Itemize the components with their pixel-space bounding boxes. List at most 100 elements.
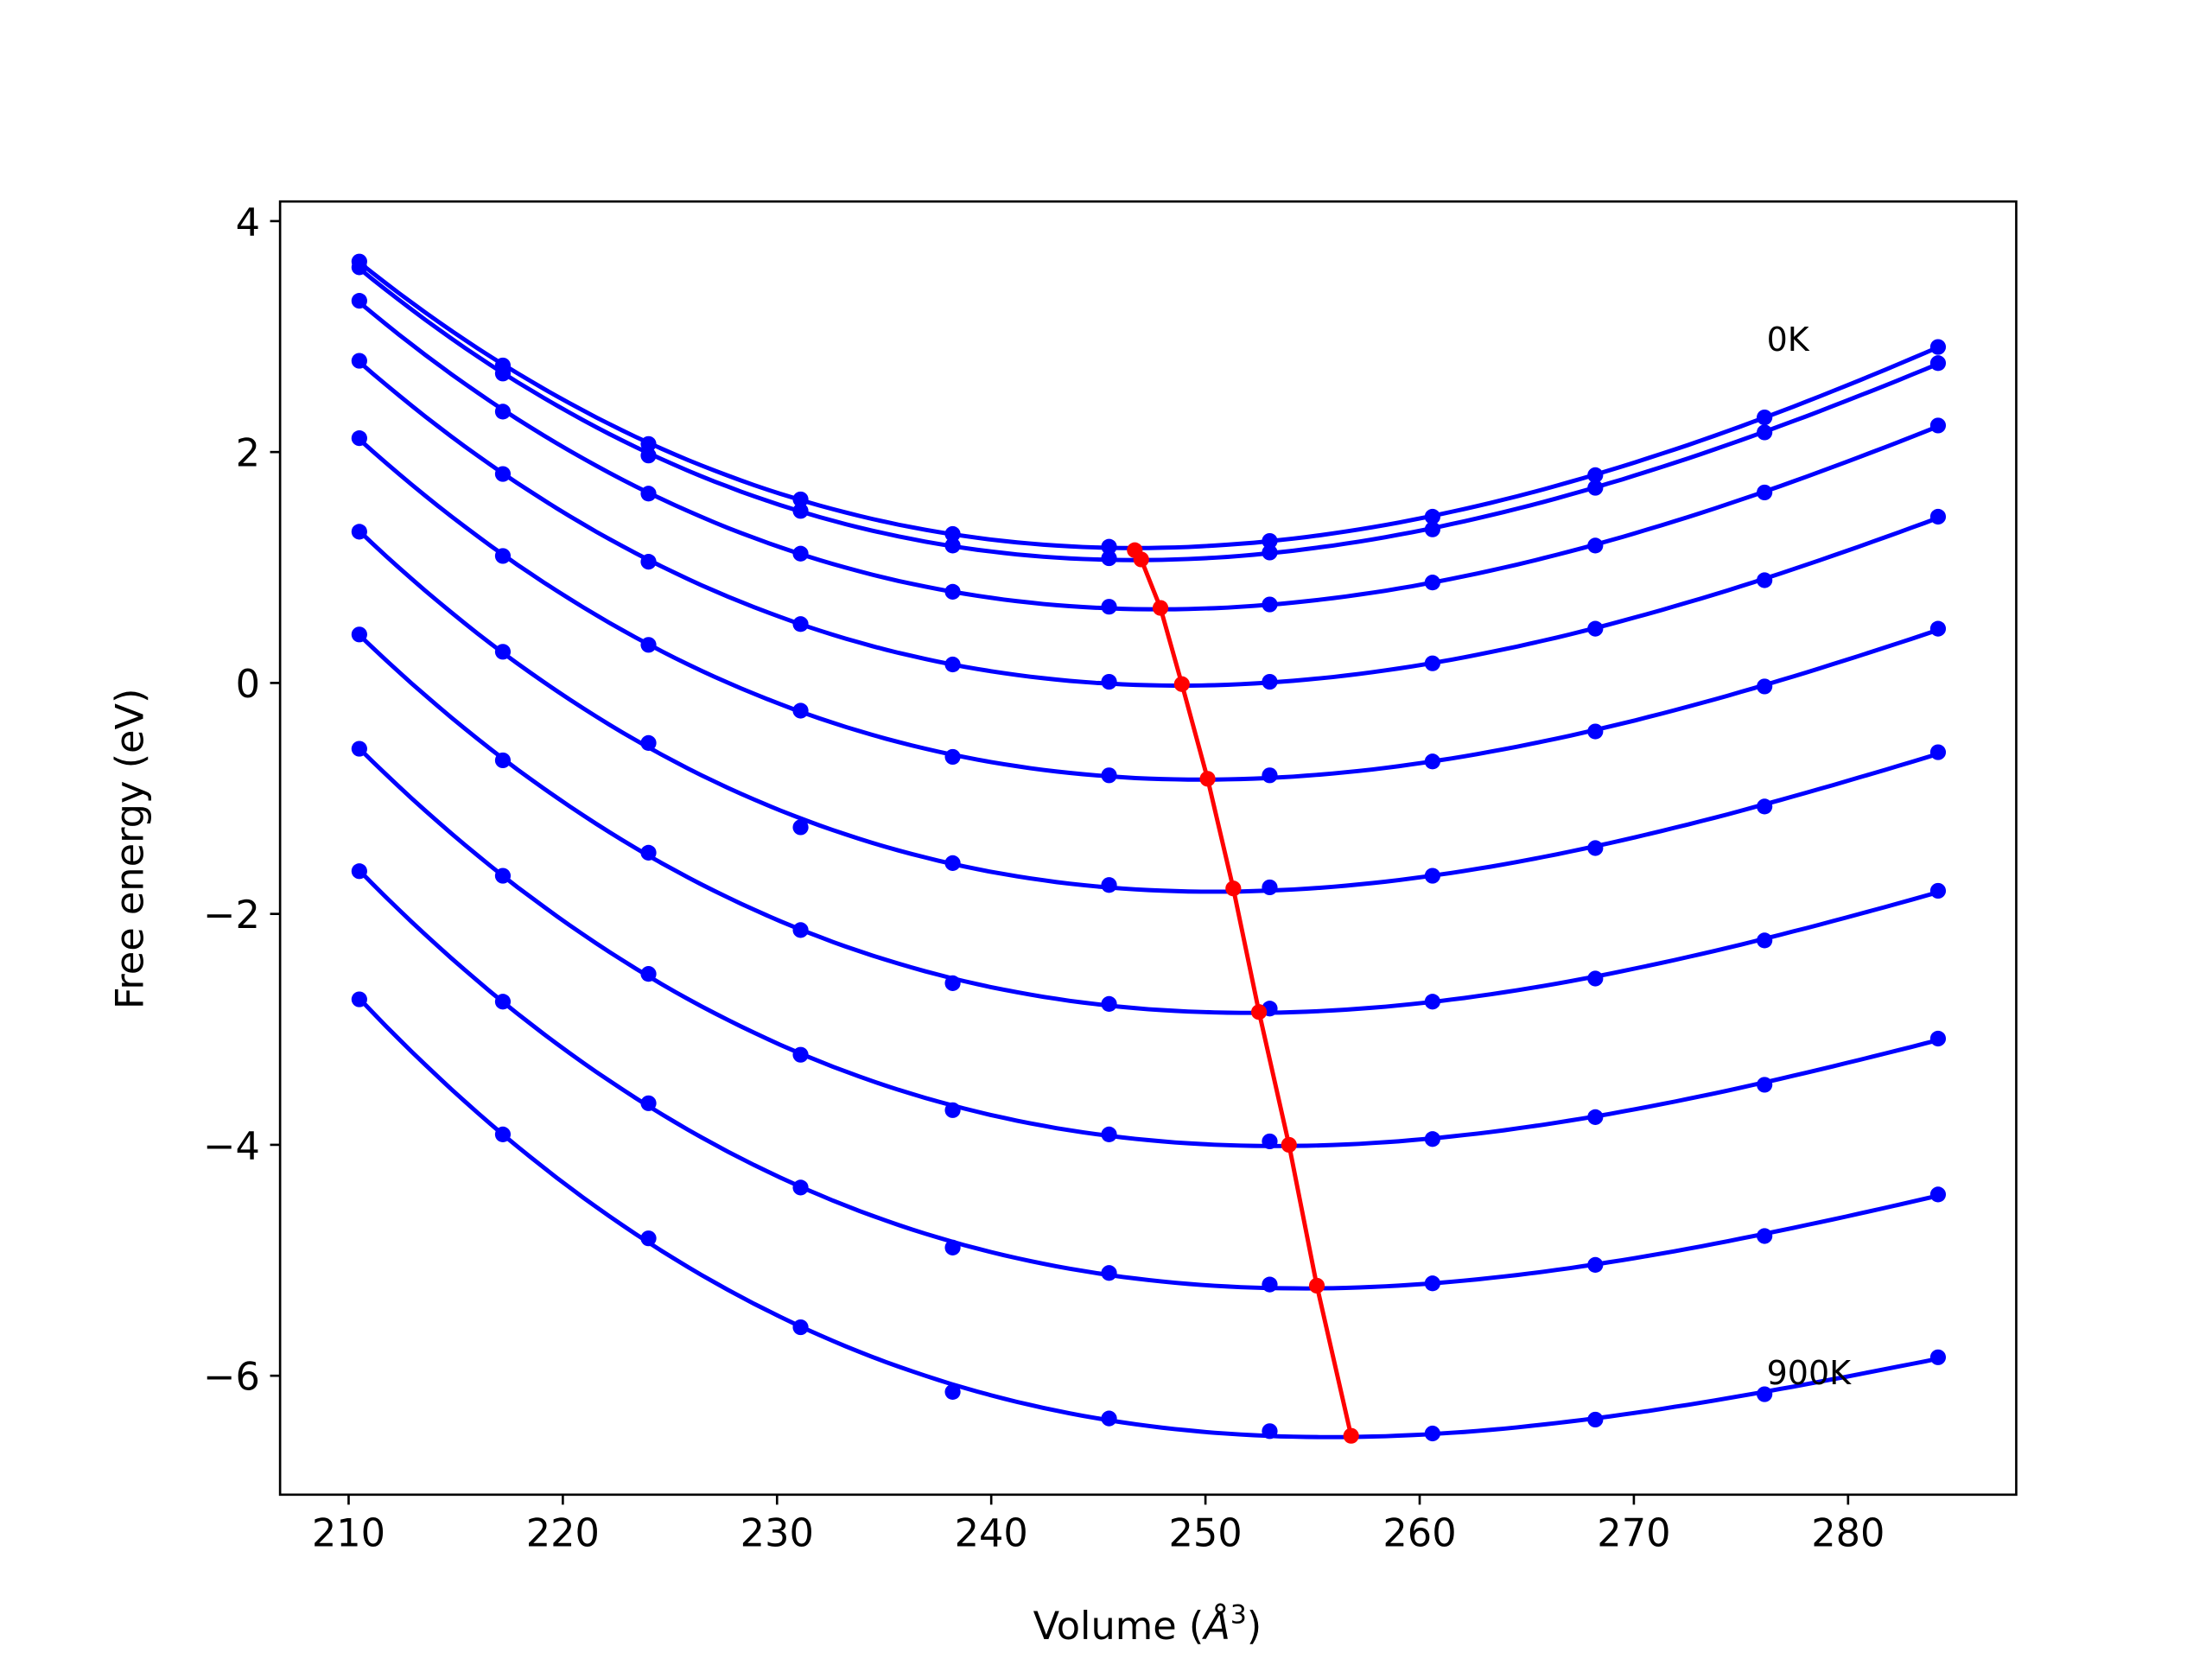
data-point [1101,1410,1117,1427]
fit-curve-5 [358,529,1939,894]
minimum-point [1173,676,1190,692]
data-point [1101,877,1117,893]
data-point [944,975,961,991]
data-point [1424,508,1440,525]
x-tick-label: 220 [526,1510,600,1555]
data-point [1929,744,1947,760]
data-point [1587,970,1604,987]
data-point [1587,1109,1604,1125]
data-point [1424,1425,1440,1442]
annotations: 0K 900K [1767,321,1853,1392]
data-point [1424,521,1440,537]
data-point [1262,1423,1278,1440]
fit-curve-6 [358,633,1939,1015]
fit-curve-2 [358,301,1939,612]
data-point [351,863,367,880]
data-point [640,448,657,464]
x-tick-label: 280 [1811,1510,1885,1555]
data-point [792,616,809,632]
data-point [1929,355,1947,372]
data-point [1101,995,1117,1012]
data-point [494,365,512,382]
data-point [1929,417,1947,434]
y-axis-ticks: −6 −4 −2 0 2 4 [203,200,281,1400]
fit-curve-1 [358,266,1939,563]
x-tick-label: 240 [955,1510,1028,1555]
axes-frame [278,200,2018,1497]
data-point [1262,1133,1278,1150]
data-point [792,922,809,938]
minimum-point [1308,1277,1325,1294]
data-point [351,524,367,540]
minimum-point [1152,600,1169,616]
data-point [640,435,657,452]
data-point [792,1046,809,1063]
data-point [1424,1131,1440,1147]
x-tick-label: 250 [1168,1510,1242,1555]
data-point [351,430,367,447]
data-point [640,1095,657,1111]
data-point [1262,767,1278,784]
data-point [1101,550,1117,567]
data-point [1101,538,1117,555]
data-point [1262,1276,1278,1293]
data-point [1101,673,1117,690]
data-point [351,741,367,757]
data-point [792,503,809,519]
data-point [494,404,512,420]
fit-curve-7 [358,747,1939,1148]
fit-curve-4 [358,437,1939,782]
data-point [1757,572,1773,588]
data-point [494,1126,512,1142]
data-point [792,491,809,508]
plot-area [351,253,1947,1444]
data-point [351,259,367,276]
data-point [351,353,367,369]
data-point [944,656,961,673]
data-point [351,293,367,309]
data-point [1929,1186,1947,1203]
minimum-point [1133,551,1149,568]
data-point [1262,673,1278,690]
data-point [944,1239,961,1255]
y-tick-label: 0 [236,662,260,707]
data-point [792,1179,809,1196]
data-point [494,994,512,1010]
data-point [1262,879,1278,896]
minimum-point [1343,1427,1359,1444]
data-point [494,466,512,482]
y-tick-label: −2 [203,893,260,938]
data-point [1929,620,1947,637]
data-point [1587,840,1604,856]
annotation-label: 0K [1767,321,1810,359]
y-axis-label: Free energy (eV) [107,689,152,1010]
minima-line [1133,549,1354,1437]
data-point [792,1319,809,1336]
y-tick-label: 2 [236,431,260,476]
x-axis-ticks: 210 220 230 240 250 260 270 280 [312,1494,1885,1555]
y-tick-label: −6 [203,1355,260,1400]
data-point [1424,575,1440,591]
data-point [1262,544,1278,561]
data-point [494,644,512,660]
fit-curve-9 [358,996,1939,1440]
data-point [494,548,512,564]
data-point [494,868,512,884]
x-axis-label: Volume (Å3) [1033,1600,1262,1649]
data-point [1262,596,1278,613]
data-point [792,819,809,836]
data-point [1101,767,1117,784]
fit-curve-3 [358,360,1939,688]
data-point [1587,1256,1604,1273]
y-tick-label: −4 [203,1123,260,1168]
data-point [944,855,961,871]
y-tick-label: 4 [236,200,260,245]
data-point [640,1230,657,1247]
data-point [1262,532,1278,550]
data-point [792,545,809,562]
data-point [1757,484,1773,501]
data-point [944,537,961,554]
data-point [944,525,961,543]
data-point [640,844,657,861]
data-point [1757,1077,1773,1093]
